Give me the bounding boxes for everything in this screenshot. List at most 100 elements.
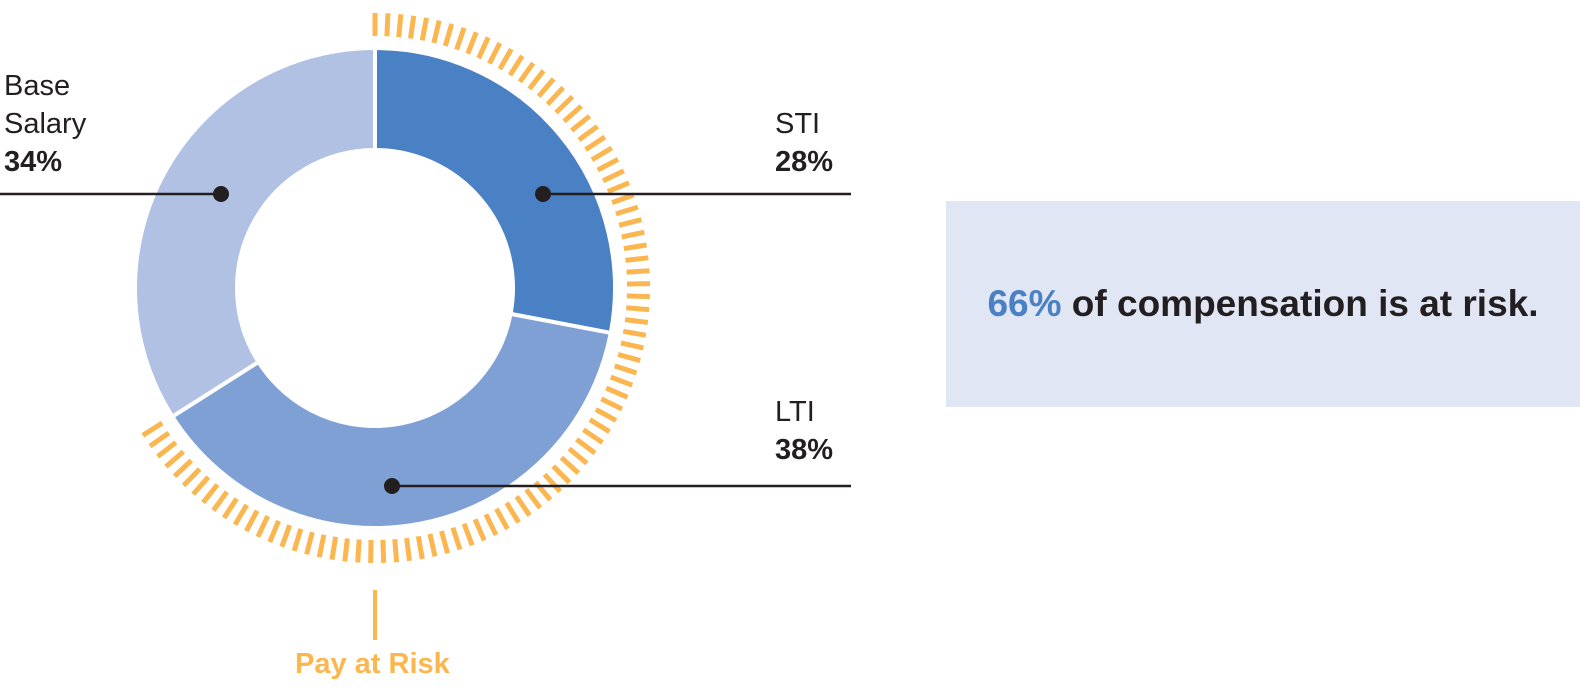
pay-at-risk-tick <box>514 495 532 517</box>
pay-at-risk-tick <box>524 488 543 510</box>
pay-at-risk-tick <box>450 526 463 551</box>
pay-at-risk-tick <box>181 467 202 488</box>
pay-at-risk-tick <box>380 539 387 563</box>
donut-slice-lti <box>169 311 614 530</box>
pay-at-risk-tick <box>483 513 499 537</box>
pay-at-risk-tick <box>141 420 164 438</box>
pay-at-risk-tick <box>551 464 572 485</box>
pay-at-risk-tick <box>201 483 220 505</box>
pay-at-risk-tick <box>408 15 417 39</box>
pay-at-risk-tick <box>427 533 438 557</box>
pay-at-risk-tick <box>626 293 650 300</box>
risk-callout: 66% of compensation is at risk. <box>946 201 1580 407</box>
pay-at-risk-tick <box>291 528 304 552</box>
pay-at-risk-tick <box>584 134 607 152</box>
pay-at-risk-tick <box>626 305 650 313</box>
pay-at-risk-tick <box>232 503 249 526</box>
pay-at-risk-tick <box>601 168 625 183</box>
base-salary-name-line-1: Base <box>4 70 71 102</box>
pay-at-risk-tick <box>504 501 521 524</box>
lti-label: LTI 38% <box>775 393 833 469</box>
pay-at-risk-tick <box>255 514 270 538</box>
donut-chart <box>0 13 851 640</box>
pay-at-risk-tick <box>611 192 635 205</box>
leader-dot-sti <box>535 186 551 202</box>
callout-sentence: of compensation is at risk. <box>1061 283 1539 324</box>
pay-at-risk-tick <box>487 41 503 65</box>
pay-at-risk-label: Pay at Risk <box>295 648 450 680</box>
pay-at-risk-tick <box>588 417 611 434</box>
pay-at-risk-tick <box>392 539 400 563</box>
donut-slice-base-salary <box>133 45 377 420</box>
base-salary-label: Base Salary 34% <box>4 67 86 181</box>
pay-at-risk-tick <box>620 340 644 351</box>
pay-at-risk-tick <box>527 69 546 91</box>
pay-at-risk-tick <box>472 518 487 542</box>
base-salary-name-line-2: Salary <box>4 108 87 140</box>
base-salary-percent: 34% <box>4 146 63 178</box>
lti-name: LTI <box>775 396 815 428</box>
donut-slice-sti <box>373 45 617 336</box>
pay-at-risk-tick <box>626 268 650 275</box>
pay-at-risk-tick <box>431 20 442 44</box>
pay-at-risk-tick <box>316 534 327 558</box>
pay-at-risk-tick <box>244 509 260 533</box>
pay-at-risk-tick <box>575 437 597 456</box>
pay-at-risk-tick <box>211 490 229 512</box>
pay-at-risk-tick <box>536 77 556 99</box>
pay-at-risk-tick <box>545 85 566 107</box>
pay-at-risk-tick <box>304 531 315 555</box>
pay-at-risk-tick <box>221 497 239 520</box>
pay-at-risk-tick <box>476 36 491 60</box>
pay-at-risk-tick <box>615 204 639 217</box>
pay-at-risk-tick <box>613 363 638 376</box>
pay-at-risk-tick <box>191 475 211 496</box>
leader-dot-base-salary <box>213 186 229 202</box>
pay-at-risk-tick <box>396 13 404 38</box>
lti-percent: 38% <box>775 434 834 466</box>
pay-at-risk-tick <box>606 180 631 194</box>
pay-at-risk-tick <box>570 114 592 133</box>
pay-at-risk-tick <box>542 472 562 494</box>
pay-at-risk-tick <box>454 27 467 51</box>
pay-at-risk-tick <box>596 157 620 173</box>
sti-label: STI 28% <box>775 105 833 181</box>
pay-at-risk-tick <box>384 13 391 37</box>
pay-at-risk-tick <box>507 54 525 77</box>
pay-at-risk-tick <box>605 385 629 400</box>
pay-at-risk-tick <box>554 94 575 115</box>
pay-at-risk-tick <box>465 31 479 55</box>
sti-percent: 28% <box>775 146 834 178</box>
pay-at-risk-tick <box>172 458 194 479</box>
pay-at-risk-tick <box>617 352 641 363</box>
pay-at-risk-tick <box>442 23 455 47</box>
pay-at-risk-tick <box>600 396 624 412</box>
pay-at-risk-tick <box>567 446 589 466</box>
pay-at-risk-tick <box>625 255 649 263</box>
pay-at-risk-tick <box>582 427 604 445</box>
pay-at-risk-tick <box>279 524 292 548</box>
pay-at-risk-tick <box>164 449 186 469</box>
leader-dot-lti <box>384 478 400 494</box>
pay-at-risk-tick <box>329 536 339 561</box>
callout-text: 66% of compensation is at risk. <box>987 283 1538 325</box>
pay-at-risk-tick <box>494 507 510 531</box>
callout-percent: 66% <box>987 283 1062 324</box>
pay-at-risk-tick <box>624 317 649 325</box>
pay-at-risk-tick <box>621 229 645 240</box>
pay-at-risk-tick <box>559 455 581 475</box>
pay-at-risk-tick <box>577 124 599 142</box>
pay-at-risk-tick <box>156 440 178 459</box>
pay-at-risk-tick <box>622 328 647 338</box>
pay-at-risk-tick <box>415 535 425 560</box>
pay-at-risk-tick <box>517 61 536 84</box>
pay-at-risk-tick <box>609 374 634 388</box>
sti-name: STI <box>775 108 821 140</box>
pay-at-risk-tick <box>148 430 171 449</box>
pay-at-risk-tick <box>590 145 613 162</box>
pay-at-risk-tick <box>355 539 362 563</box>
pay-at-risk-tick <box>497 47 514 71</box>
pay-at-risk-tick <box>404 537 412 562</box>
pay-at-risk-tick <box>618 217 642 228</box>
pay-at-risk-tick <box>461 522 475 547</box>
